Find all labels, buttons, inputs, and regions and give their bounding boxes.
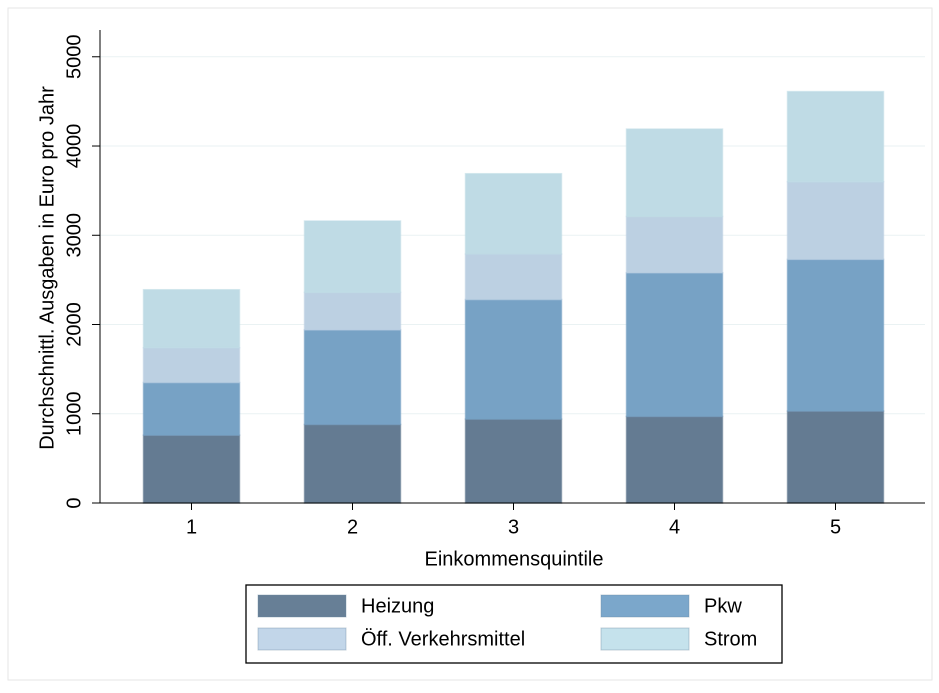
- bar-segment: [625, 415, 724, 504]
- x-tick-label: 1: [186, 516, 197, 538]
- bar-segment: [786, 90, 885, 183]
- y-tick-label: 5000: [63, 35, 85, 80]
- x-tick-label: 3: [508, 516, 519, 538]
- bar-segment: [142, 381, 241, 436]
- bar-segment: [786, 180, 885, 261]
- bar-segment: [625, 215, 724, 274]
- bar-segment: [786, 258, 885, 412]
- legend-swatch: [257, 627, 347, 651]
- legend-label: Heizung: [361, 595, 434, 617]
- legend-label: Pkw: [704, 595, 742, 617]
- legend-swatch: [257, 594, 347, 618]
- bar-segment: [464, 172, 563, 255]
- legend-label: Strom: [704, 628, 757, 650]
- bar-segment: [303, 291, 402, 331]
- bar-segment: [464, 298, 563, 420]
- legend-swatch: [600, 627, 690, 651]
- x-tick-label: 2: [347, 516, 358, 538]
- bar-segment: [142, 434, 241, 504]
- y-tick-label: 2000: [63, 302, 85, 347]
- x-tick-label: 4: [669, 516, 680, 538]
- y-tick-label: 3000: [63, 213, 85, 258]
- bar-segment: [625, 271, 724, 418]
- y-tick-label: 1000: [63, 392, 85, 437]
- y-tick-label: 0: [63, 497, 85, 508]
- bar-segment: [303, 423, 402, 504]
- bar-segment: [303, 220, 402, 294]
- bar-segment: [786, 410, 885, 504]
- y-tick-label: 4000: [63, 124, 85, 169]
- legend-swatch: [600, 594, 690, 618]
- y-axis-title: Durchschnittl. Ausgaben in Euro pro Jahr: [36, 86, 58, 450]
- legend-label: Öff. Verkehrsmittel: [361, 628, 525, 650]
- x-tick-label: 5: [830, 516, 841, 538]
- bar-segment: [142, 288, 241, 349]
- bar-segment: [464, 253, 563, 301]
- x-axis-title: Einkommensquintile: [425, 548, 604, 570]
- bar-segment: [625, 128, 724, 218]
- bar-segment: [303, 329, 402, 426]
- bar-segment: [142, 346, 241, 384]
- bar-segment: [464, 418, 563, 504]
